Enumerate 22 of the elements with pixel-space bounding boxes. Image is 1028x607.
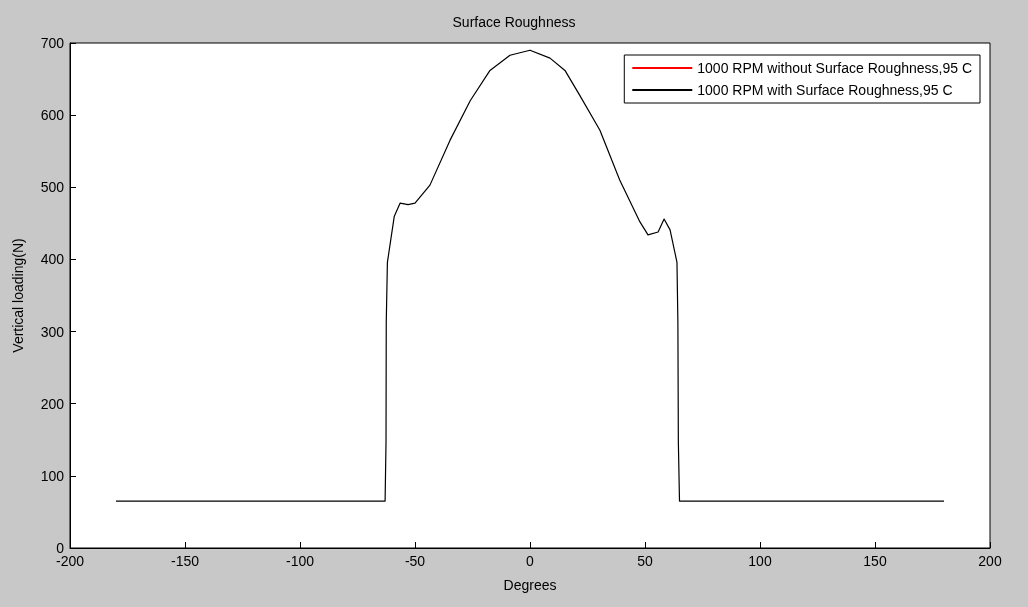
legend-label: 1000 RPM without Surface Roughness,95 C	[697, 60, 973, 76]
x-tick-label: 0	[526, 553, 535, 569]
y-tick-label: 300	[40, 323, 65, 340]
x-tick-label: 50	[637, 553, 653, 569]
y-tick-label: 100	[40, 467, 65, 484]
y-tick-label: 500	[40, 179, 65, 196]
y-tick-label: 600	[40, 107, 65, 124]
x-tick-label: -100	[285, 553, 315, 569]
x-tick-label: 200	[978, 553, 1002, 569]
y-tick-label: 400	[40, 251, 65, 268]
legend-label: 1000 RPM with Surface Roughness,95 C	[697, 82, 953, 98]
x-tick-label: -200	[55, 553, 85, 569]
y-tick-label: 200	[40, 395, 65, 412]
y-tick-label: 700	[40, 35, 65, 51]
x-tick-label: -150	[170, 553, 200, 569]
y-axis-title: Vertical loading(N)	[10, 238, 26, 353]
x-tick-label: 150	[863, 553, 887, 569]
x-axis-title: Degrees	[503, 577, 557, 593]
chart-title: Surface Roughness	[452, 14, 576, 30]
x-tick-label: -50	[404, 553, 426, 569]
y-tick-label: 0	[56, 540, 65, 556]
x-tick-label: 100	[748, 553, 772, 569]
